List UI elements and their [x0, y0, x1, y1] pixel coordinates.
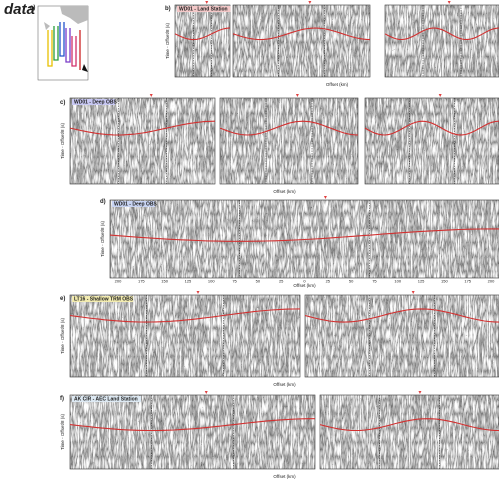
section-frame [109, 199, 499, 279]
station-label-bg [177, 6, 231, 12]
y-axis-label: Time - Offset/8 (s) [60, 318, 65, 355]
y-axis-label: Time - Offset/8 (s) [165, 23, 170, 60]
x-axis-label: Offset (km) [273, 474, 296, 479]
travel-time-pick [69, 308, 301, 323]
station-label-bg [72, 396, 141, 402]
source-marker [205, 1, 209, 4]
source-marker [196, 291, 200, 294]
x-tick-label: 200 [115, 279, 122, 284]
map [37, 5, 89, 81]
x-axis-label: Offset (km) [293, 283, 316, 288]
x-tick-label: 75 [232, 279, 237, 284]
section-frame [219, 97, 359, 185]
travel-time-pick [174, 27, 231, 41]
x-tick-label: 75 [372, 279, 377, 284]
section-frame [364, 97, 499, 185]
seismic-section [70, 98, 215, 184]
x-tick-label: 150 [441, 279, 448, 284]
x-tick-label: 25 [279, 279, 284, 284]
source-marker [438, 94, 442, 97]
seismic-section [305, 295, 499, 377]
x-tick-label: 0 [303, 279, 306, 284]
section-frame [319, 394, 499, 470]
x-tick-label: 50 [349, 279, 354, 284]
source-marker [418, 391, 422, 394]
section-frame [69, 97, 216, 185]
seismic-section [320, 395, 499, 469]
panel-label: a) [30, 5, 35, 11]
x-axis-label: Offset (km) [273, 189, 296, 194]
travel-time-pick [232, 27, 371, 41]
station-label: WD01 - Deep OBS [114, 202, 157, 208]
panel-label: b) [165, 6, 171, 12]
travel-time-pick [69, 120, 216, 136]
travel-time-pick [219, 120, 359, 136]
panel-label: c) [60, 100, 65, 106]
travel-time-pick [384, 27, 499, 41]
panel-label: e) [60, 296, 65, 302]
seismic-section [385, 5, 499, 77]
travel-time-pick [109, 228, 499, 242]
travel-time-pick [69, 418, 315, 432]
seismic-section [365, 98, 499, 184]
figure-title: data [4, 1, 35, 18]
y-axis-label: Time - Offset/8 (s) [60, 414, 65, 451]
station-label: WD01 - Deep OBS [74, 100, 117, 106]
source-marker [295, 94, 299, 97]
station-label-bg [72, 296, 134, 302]
y-axis-label: Time - Offset/8 (s) [100, 221, 105, 258]
travel-time-pick [304, 308, 499, 323]
seismic-section [233, 5, 370, 77]
x-tick-label: 100 [394, 279, 401, 284]
source-marker [411, 291, 415, 294]
x-tick-label: 50 [256, 279, 261, 284]
station-label-bg [72, 99, 115, 105]
x-axis-label: Offset (km) [273, 382, 296, 387]
section-frame [304, 294, 499, 378]
section-frame [232, 4, 371, 78]
x-tick-label: 150 [161, 279, 168, 284]
station-label: AK CIR - AEC Land Station [74, 397, 138, 403]
station-label: LT16 - Shallow TRM OBS [74, 297, 134, 303]
x-tick-label: 100 [208, 279, 215, 284]
x-tick-label: 200 [488, 279, 495, 284]
source-marker [323, 196, 327, 199]
travel-time-pick [364, 120, 499, 136]
x-axis-label: Offset (km) [326, 82, 349, 87]
seismic-section [175, 5, 230, 77]
panel-label: f) [60, 396, 64, 402]
x-tick-label: 125 [185, 279, 192, 284]
x-tick-label: 25 [326, 279, 331, 284]
station-label: WD01 - Land Station [179, 7, 228, 13]
source-marker [204, 391, 208, 394]
source-marker [447, 1, 451, 4]
seismic-section [70, 295, 300, 377]
section-frame [384, 4, 499, 78]
panel-label: d) [100, 199, 106, 205]
section-frame [69, 294, 301, 378]
section-frame [69, 394, 316, 470]
section-frame [174, 4, 231, 78]
source-marker [149, 94, 153, 97]
x-tick-label: 125 [418, 279, 425, 284]
y-axis-label: Time - Offset/8 (s) [60, 123, 65, 160]
travel-time-pick [319, 418, 499, 432]
source-marker [308, 1, 312, 4]
seismic-section [70, 395, 315, 469]
seismic-section [220, 98, 358, 184]
station-label-bg [112, 201, 155, 207]
x-tick-label: 175 [464, 279, 471, 284]
x-tick-label: 175 [138, 279, 145, 284]
